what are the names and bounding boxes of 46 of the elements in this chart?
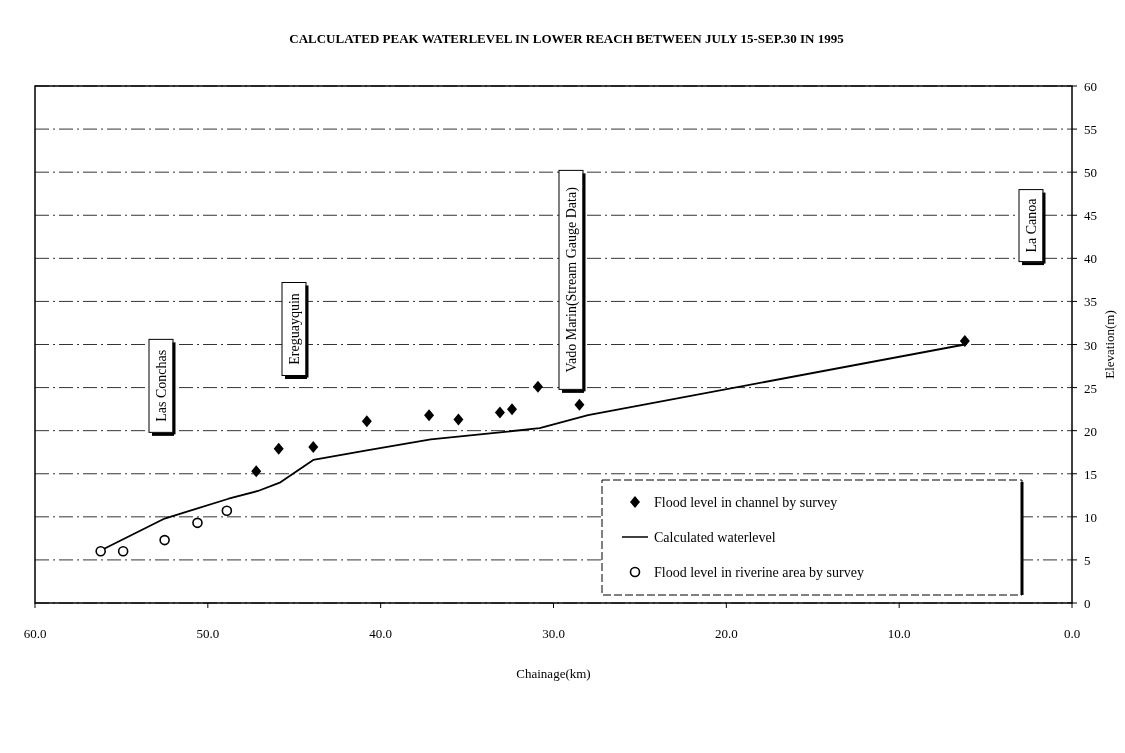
legend-label: Flood level in channel by survey bbox=[654, 495, 838, 510]
annotation: Las Conchas bbox=[154, 349, 169, 422]
x-tick-label: 0.0 bbox=[1063, 626, 1081, 641]
point bbox=[959, 335, 970, 348]
y-axis-title: Elevation(m) bbox=[1102, 310, 1117, 379]
point bbox=[532, 380, 543, 393]
x-tick-label: 60.0 bbox=[23, 626, 47, 641]
y-tick-label: 5 bbox=[1084, 552, 1091, 568]
point bbox=[361, 415, 372, 428]
point bbox=[117, 546, 129, 557]
annotation: La Canoa bbox=[1024, 197, 1039, 253]
point bbox=[574, 398, 585, 411]
x-tick-label: 20.0 bbox=[714, 626, 738, 641]
y-tick-label: 15 bbox=[1084, 466, 1097, 482]
y-tick-label: 55 bbox=[1084, 122, 1097, 138]
legend-label: Flood level in riverine area by survey bbox=[654, 565, 864, 580]
point bbox=[159, 534, 170, 546]
y-tick-label: 20 bbox=[1084, 423, 1097, 439]
y-tick-label: 0 bbox=[1084, 596, 1091, 611]
point bbox=[453, 413, 464, 426]
y-tick-label: 45 bbox=[1084, 208, 1097, 224]
x-axis-title: Chainage(km) bbox=[516, 666, 591, 681]
y-tick-label: 25 bbox=[1084, 380, 1097, 396]
point bbox=[308, 441, 319, 454]
x-tick-label: 10.0 bbox=[887, 626, 911, 641]
y-tick-label: 50 bbox=[1084, 165, 1097, 181]
annotation: Vado Marin(Stream Gauge Data) bbox=[564, 186, 580, 373]
point bbox=[424, 409, 435, 422]
annotation: Ereguayquin bbox=[287, 293, 302, 365]
y-tick-label: 35 bbox=[1084, 294, 1097, 310]
x-tick-label: 30.0 bbox=[542, 626, 565, 641]
legend-label: Calculated waterlevel bbox=[654, 530, 776, 545]
point bbox=[251, 465, 262, 478]
x-tick-label: 50.0 bbox=[196, 626, 220, 641]
point bbox=[221, 505, 233, 517]
point bbox=[273, 442, 284, 455]
point bbox=[494, 406, 505, 419]
point bbox=[192, 517, 203, 529]
x-tick-label: 40.0 bbox=[369, 626, 393, 641]
y-tick-label: 30 bbox=[1084, 337, 1097, 353]
y-tick-label: 10 bbox=[1084, 509, 1097, 525]
point bbox=[507, 403, 518, 416]
y-tick-label: 60 bbox=[1084, 79, 1097, 94]
chart-title: CALCULATED PEAK WATERLEVEL IN LOWER REACH BETWEEN JULY 15-SEP.30 IN 1995 bbox=[289, 31, 845, 46]
point bbox=[95, 546, 106, 557]
y-tick-label: 40 bbox=[1084, 251, 1097, 267]
